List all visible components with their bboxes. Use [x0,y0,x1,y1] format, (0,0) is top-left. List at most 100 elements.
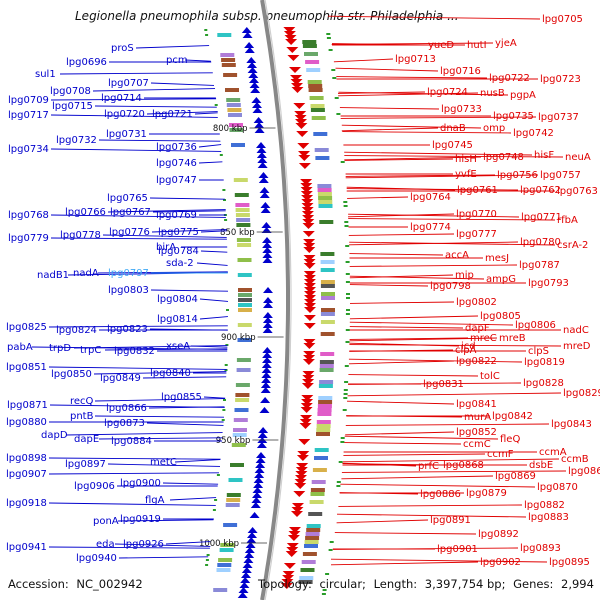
plus-gene-label: lpg0731 [106,129,147,140]
plus-strand-arrow [260,397,271,403]
minus-gene-label: icd [461,341,476,352]
minus-gene-label: lpg0819 [524,357,565,368]
plus-feature-block [238,308,252,312]
minus-gene-label: neuA [565,152,591,163]
plus-gene-leader [194,112,218,115]
plus-strand-arrow [262,252,273,258]
plus-gene-leader [114,543,211,547]
minus-strand-arrow [300,179,313,185]
plus-feature-block [229,128,244,132]
plus-gene-label: birA [156,242,176,253]
plus-feature-block [237,323,252,327]
plus-strand-arrow [263,297,273,303]
plus-feature-block [219,548,234,552]
minus-feature-block [308,88,323,92]
minus-gene-label: lpg0705 [542,14,583,25]
minus-feature-block [304,52,318,56]
minus-gene-leader [344,151,533,156]
plus-marker-dot [224,369,228,371]
plus-gene-leader [146,111,218,115]
plus-strand-arrow [250,502,261,508]
minus-strand-arrow [298,439,311,445]
plus-feature-block [217,563,232,567]
plus-strand-arrow [262,237,272,243]
plus-strand-arrow [244,552,255,558]
minus-gene-leader [341,124,482,129]
minus-marker-dot [343,389,348,391]
topology-label: Topology: [258,577,312,591]
minus-gene-leader [336,519,429,524]
plus-strand-arrow [260,387,271,393]
minus-gene-leader [345,174,539,179]
minus-strand-arrow [289,527,301,533]
plus-strand-arrow [263,302,273,308]
plus-gene-leader [190,345,228,348]
plus-strand-arrow [247,67,258,73]
plus-gene-label: lpg0709 [8,95,49,106]
minus-gene-leader [331,42,494,45]
plus-gene-leader [199,298,229,302]
plus-gene-leader [149,328,228,331]
plus-strand-arrow [238,587,249,593]
minus-gene-label: ampG [486,274,516,285]
plus-gene-label: lpg0767 [110,207,151,218]
minus-gene-leader [333,58,394,63]
minus-gene-label: hutI [467,40,487,51]
plus-gene-label: lpg0940 [76,553,117,564]
minus-gene-leader [347,392,562,397]
minus-strand-arrow [302,223,315,229]
minus-strand-arrow [293,103,306,109]
plus-gene-label: xseA [166,341,190,352]
topology-value: circular; [319,577,366,591]
minus-gene-leader [336,513,527,518]
plus-gene-leader [48,457,221,460]
minus-gene-leader [344,156,482,161]
plus-strand-arrow [252,492,262,498]
plus-gene-leader [169,497,217,501]
minus-gene-label: lpg0828 [523,378,564,389]
plus-gene-leader [198,144,222,148]
plus-strand-arrow [241,567,252,573]
minus-feature-block [314,148,329,152]
minus-feature-block [318,384,333,388]
minus-gene-label: lpg0716 [440,66,481,77]
minus-gene-label: lpg0733 [441,104,482,115]
plus-strand-arrow [246,537,257,543]
plus-feature-block [226,493,241,497]
plus-strand-arrow [247,527,258,533]
minus-gene-leader [349,337,469,340]
minus-feature-block [320,260,335,264]
minus-strand-labels-group: lpg0705 yueD hutI yjeA lpg0713 lpg0716 lpg0722… [328,14,600,568]
minus-marker-dot [336,485,341,487]
minus-strand-arrow [303,259,316,265]
minus-gene-label: prfC [418,461,439,472]
minus-gene-leader [344,158,454,161]
plus-gene-label: lpg0849 [100,373,141,384]
minus-gene-label: nusB [480,88,505,99]
plus-marker-dot [206,554,210,556]
plus-gene-label: lpg0766 [65,207,106,218]
minus-gene-leader [341,475,494,480]
plus-feature-block [227,108,242,112]
plus-gene-label: lpg0884 [111,436,152,447]
plus-strand-arrow [257,157,268,163]
plus-strand-arrow [259,187,270,193]
plus-gene-leader [98,437,223,440]
plus-gene-label: lpg0736 [156,142,197,153]
minus-gene-label: lpg0841 [456,399,497,410]
minus-strand-arrow [302,371,315,377]
minus-gene-label: lpg0777 [456,229,497,240]
plus-strand-arrow [262,312,273,318]
minus-gene-label: yjeA [495,38,517,49]
plus-feature-block [231,443,246,447]
plus-strand-arrow [258,172,269,178]
minus-feature-block [320,312,335,316]
plus-marker-dot [223,199,226,201]
minus-gene-leader [349,253,444,256]
plus-gene-label: lpg0804 [157,294,198,305]
plus-marker-dot [223,399,226,401]
minus-feature-block [308,512,323,516]
plus-gene-leader [118,556,209,559]
minus-marker-dot [329,541,334,543]
plus-feature-block [236,238,251,242]
